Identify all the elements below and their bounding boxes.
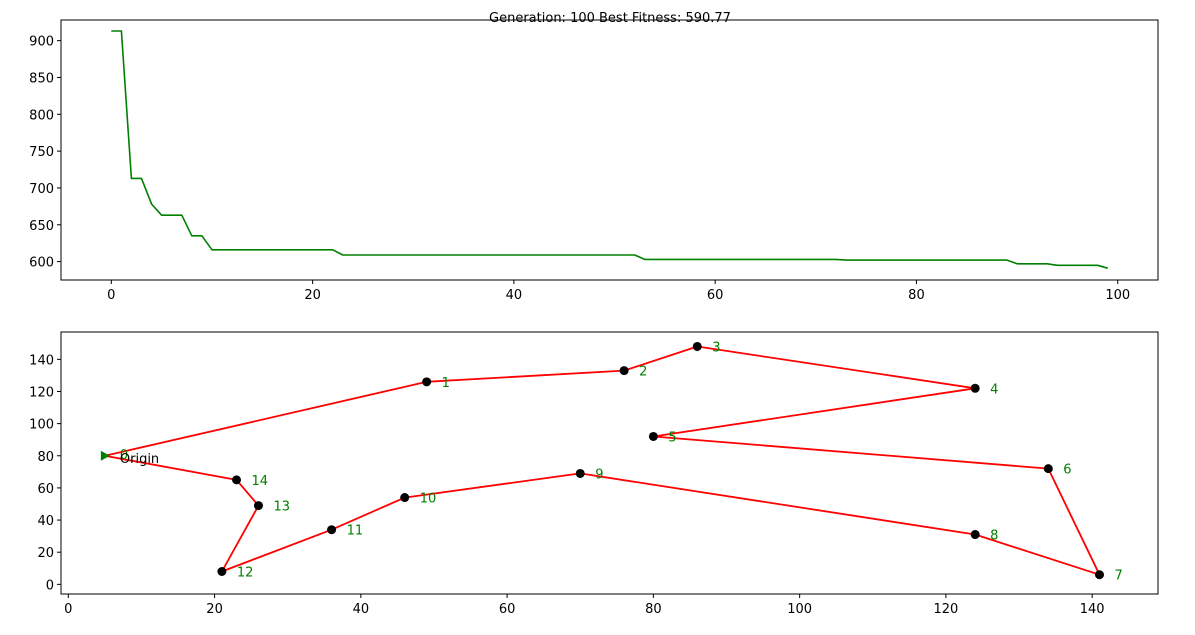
route-x-tick-label: 140 <box>1080 602 1105 617</box>
route-point <box>970 383 980 393</box>
route-point <box>970 530 980 540</box>
route-point-label: 9 <box>595 467 603 482</box>
route-point <box>217 566 227 576</box>
route-x-tick-label: 20 <box>206 602 223 617</box>
route-point <box>253 501 263 511</box>
route-point-label: 2 <box>639 365 647 380</box>
route-y-tick-label: 0 <box>46 578 54 593</box>
route-point-label: 4 <box>990 382 998 397</box>
route-y-tick-label: 40 <box>37 514 54 529</box>
route-point-label: 13 <box>273 500 290 515</box>
origin-text-label: Origin <box>120 452 159 467</box>
route-x-tick-label: 0 <box>64 602 72 617</box>
route-point-label: 11 <box>347 524 364 539</box>
route-point <box>1094 570 1104 580</box>
chart-title: Generation: 100 Best Fitness: 590.77 <box>489 11 731 26</box>
route-y-tick-label: 140 <box>29 353 54 368</box>
fitness-y-tick-label: 800 <box>29 108 54 123</box>
route-point <box>232 475 242 485</box>
route-x-tick-label: 40 <box>353 602 370 617</box>
route-y-tick-label: 60 <box>37 482 54 497</box>
route-y-tick-label: 20 <box>37 546 54 561</box>
fitness-y-tick-label: 850 <box>29 71 54 86</box>
route-point <box>648 431 658 441</box>
route-point-label: 5 <box>668 430 676 445</box>
route-point-label: 12 <box>237 565 254 580</box>
fitness-y-tick-label: 900 <box>29 35 54 50</box>
route-x-tick-label: 80 <box>645 602 662 617</box>
fitness-x-tick-label: 20 <box>304 288 321 303</box>
fitness-x-tick-label: 0 <box>107 288 115 303</box>
fitness-x-tick-label: 100 <box>1105 288 1130 303</box>
route-y-tick-label: 120 <box>29 385 54 400</box>
fitness-axes-frame <box>60 19 1159 281</box>
route-point <box>575 468 585 478</box>
route-point <box>1043 464 1053 474</box>
route-point-label: 8 <box>990 529 998 544</box>
route-point <box>692 341 702 351</box>
route-point <box>400 493 410 503</box>
route-chart: 0 20 40 60 80 100 120 1400204060801001201401234… <box>29 331 1159 617</box>
route-path-line <box>104 345 1101 576</box>
route-x-tick-label: 100 <box>787 602 812 617</box>
route-y-tick-label: 80 <box>37 450 54 465</box>
route-axes-frame <box>60 331 1159 595</box>
fitness-x-tick-label: 80 <box>908 288 925 303</box>
route-point-label: 3 <box>712 340 720 355</box>
origin-marker <box>100 450 110 461</box>
route-point <box>422 377 432 387</box>
fitness-y-tick-label: 700 <box>29 182 54 197</box>
fitness-series-line <box>111 30 1108 269</box>
fitness-y-tick-label: 750 <box>29 145 54 160</box>
fitness-x-tick-label: 60 <box>707 288 724 303</box>
route-point-label: 10 <box>420 492 437 507</box>
route-point-label: 7 <box>1114 569 1122 584</box>
fitness-chart: 0 20 40 60 80 100 600 650 700 750 800 850 900 <box>29 19 1159 303</box>
route-point-label: 1 <box>442 376 450 391</box>
route-point <box>327 525 337 535</box>
route-point-label: 14 <box>252 474 269 489</box>
origin-point-label: 0 <box>120 448 128 463</box>
route-x-tick-label: 60 <box>499 602 516 617</box>
fitness-y-tick-label: 600 <box>29 256 54 271</box>
route-y-tick-label: 100 <box>29 418 54 433</box>
fitness-y-tick-label: 650 <box>29 219 54 234</box>
route-x-tick-label: 120 <box>933 602 958 617</box>
fitness-x-tick-label: 40 <box>506 288 523 303</box>
route-point <box>619 366 629 376</box>
route-point-label: 6 <box>1063 463 1071 478</box>
